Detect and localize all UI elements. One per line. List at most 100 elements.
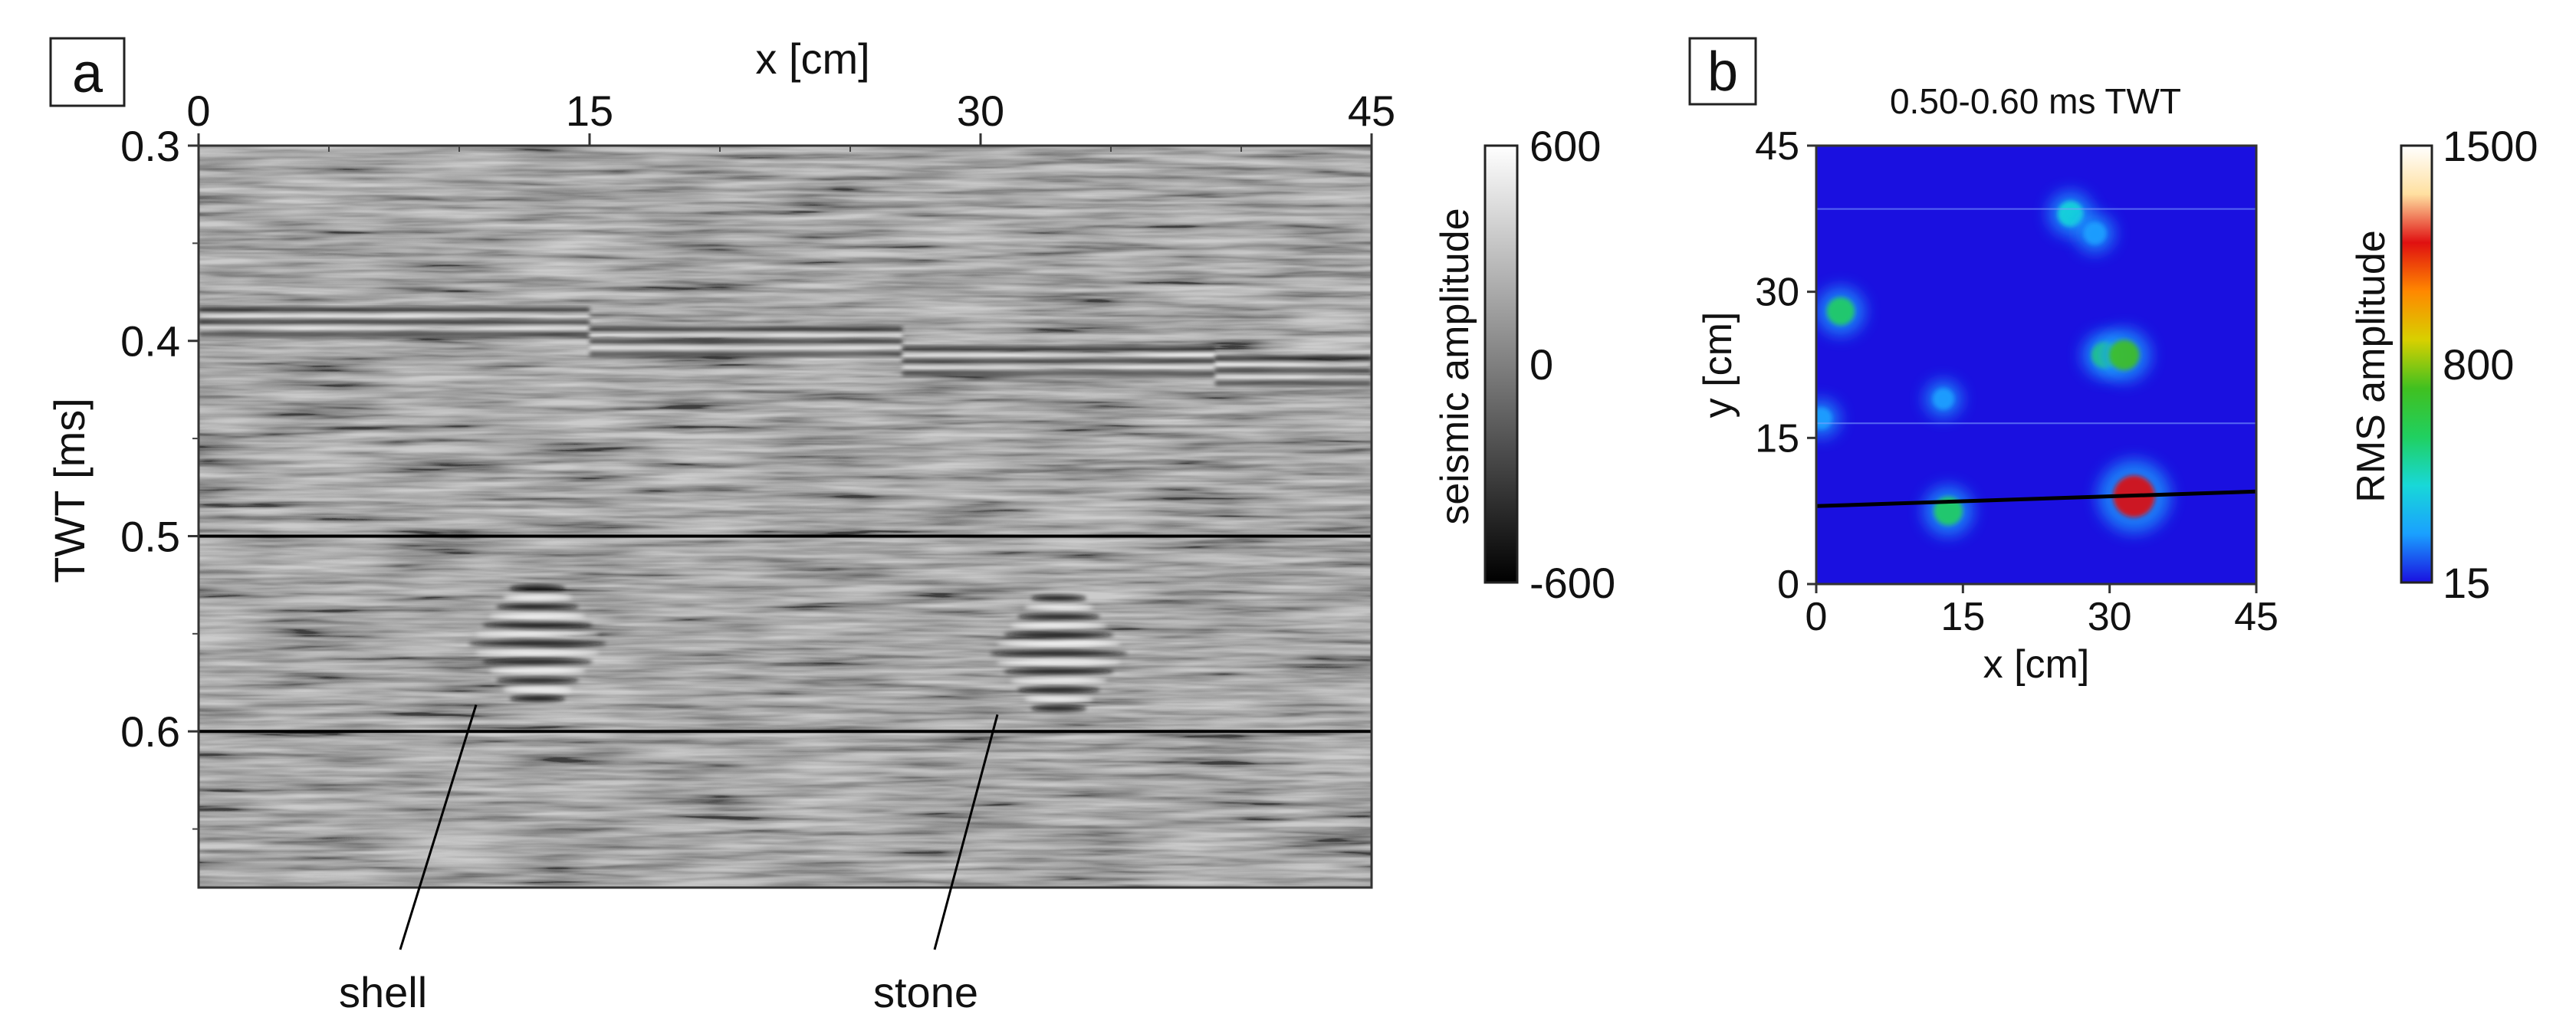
anomaly-stripe [1010, 678, 1107, 684]
rms-colorbar [2400, 144, 2433, 584]
anomaly-stripe [482, 622, 593, 629]
rms-colorbar-tick: 1500 [2443, 122, 2538, 170]
y-tick-label: 0.3 [120, 122, 180, 170]
reflector-stripe [199, 326, 590, 331]
reflector-stripe [902, 359, 1215, 364]
map-grid-artifacts [1816, 208, 2256, 425]
anomaly-stripe [489, 668, 586, 674]
reflector-stripe [590, 339, 902, 344]
anomaly-stripe [496, 677, 579, 684]
rms-core [1826, 297, 1855, 326]
anomaly-stripe [997, 659, 1121, 666]
anomaly-callouts: shell stone [339, 704, 999, 1016]
panel-a-x-axis: 0 15 30 45 [186, 87, 1395, 152]
y-tick-label: 0.6 [120, 707, 180, 756]
y-tick-label: 0 [1777, 563, 1799, 607]
anomaly-stripe [468, 640, 606, 647]
diffraction-anomalies [468, 585, 1128, 712]
seismic-colorbar-label: seismic amplitude [1433, 208, 1477, 524]
seismic-colorbar-tick: 0 [1530, 340, 1553, 389]
reflector-stripe [199, 307, 590, 313]
reflector-stripe [590, 351, 902, 356]
x-tick-label: 15 [1940, 595, 1985, 639]
anomaly-stripe [475, 631, 600, 638]
callout-label-shell: shell [339, 968, 427, 1016]
panel-a-x-axis-title: x [cm] [755, 34, 869, 83]
rms-core [1932, 388, 1954, 410]
rms-core [1816, 407, 1832, 430]
x-tick-label: 15 [566, 87, 613, 135]
reflector-stripe [1215, 380, 1372, 386]
callout-line [399, 704, 478, 950]
x-tick-label: 45 [1348, 87, 1395, 135]
panel-b-title: 0.50-0.60 ms TWT [1890, 81, 2181, 121]
profile-line [1816, 489, 2256, 508]
anomaly-stripe [482, 658, 593, 665]
reflector-bands [199, 307, 1372, 386]
reflector-stripe [199, 313, 590, 319]
rms-colorbar-ticks: 1500 800 15 [2443, 122, 2538, 607]
rms-colorbar-label: RMS amplitude [2349, 230, 2394, 502]
anomaly-stripe [1024, 696, 1093, 703]
x-tick-label: 0 [1806, 595, 1828, 639]
seismic-colorbar-ticks: 600 0 -600 [1530, 122, 1615, 607]
reflector-stripe [1215, 368, 1372, 373]
reflector-stripe [1215, 362, 1372, 367]
panel-b-label: b [1707, 41, 1738, 103]
anomaly-stripe [503, 686, 572, 693]
reflector-stripe [590, 327, 902, 332]
reflector-stripe [902, 353, 1215, 358]
horizon-lines [199, 534, 1372, 734]
panel-a-frame [197, 144, 1373, 889]
rms-colorbar-tick: 800 [2443, 340, 2514, 389]
panel-b-y-axis: 0 15 30 45 [1755, 124, 1816, 607]
panel-b-x-axis: 0 15 30 45 [1806, 584, 2279, 639]
panel-a-label: a [72, 43, 104, 104]
callout-line [933, 714, 999, 950]
rms-colorbar-tick: 15 [2443, 559, 2490, 607]
anomaly-stripe [1004, 668, 1114, 675]
anomaly-stripe [489, 612, 586, 619]
panel-a: a 0 15 30 45 0.3 0.4 0.5 0.6 x [cm] TWT [ms] s… [45, 34, 1615, 1016]
y-tick-label: 30 [1755, 271, 1799, 315]
anomaly-stripe [1017, 613, 1100, 620]
anomaly-stripe [997, 641, 1121, 648]
rms-core [2109, 340, 2140, 371]
y-tick-label: 0.5 [120, 512, 180, 560]
anomaly-stripe [1024, 604, 1093, 611]
anomaly-stripe [1010, 622, 1107, 629]
anomaly-stripe [1031, 595, 1086, 602]
anomaly-stripe [503, 594, 572, 601]
reflector-stripe [199, 332, 590, 337]
x-tick-label: 30 [2088, 595, 2132, 639]
anomaly-stripe [510, 585, 565, 592]
seismic-section [199, 146, 1372, 888]
y-tick-label: 15 [1755, 416, 1799, 461]
rms-core [2083, 222, 2107, 245]
y-tick-label: 0.4 [120, 317, 180, 366]
anomaly-stripe [1017, 687, 1100, 694]
x-tick-label: 30 [957, 87, 1004, 135]
reflector-stripe [590, 333, 902, 338]
reflector-stripe [199, 320, 590, 325]
callout-label-stone: stone [873, 968, 978, 1016]
panel-a-label-box [49, 37, 126, 107]
panel-b-x-axis-title: x [cm] [1983, 642, 2090, 687]
seismic-colorbar [1484, 144, 1519, 584]
seismic-colorbar-tick: -600 [1530, 559, 1615, 607]
x-tick-label: 0 [186, 87, 210, 135]
panel-a-y-axis: 0.3 0.4 0.5 0.6 [120, 122, 199, 830]
rms-core [2057, 201, 2084, 227]
panel-b-frame [1815, 144, 2258, 586]
panel-a-y-axis-title: TWT [ms] [45, 398, 94, 583]
reflector-stripe [1215, 374, 1372, 379]
reflector-stripe [902, 346, 1215, 352]
anomaly-stripe [1031, 705, 1086, 712]
anomaly-stripe [475, 649, 600, 656]
anomaly-stripe [496, 603, 579, 610]
reflector-stripe [1215, 356, 1372, 361]
x-tick-label: 45 [2234, 595, 2279, 639]
reflector-stripe [902, 365, 1215, 370]
reflector-stripe [590, 345, 902, 350]
